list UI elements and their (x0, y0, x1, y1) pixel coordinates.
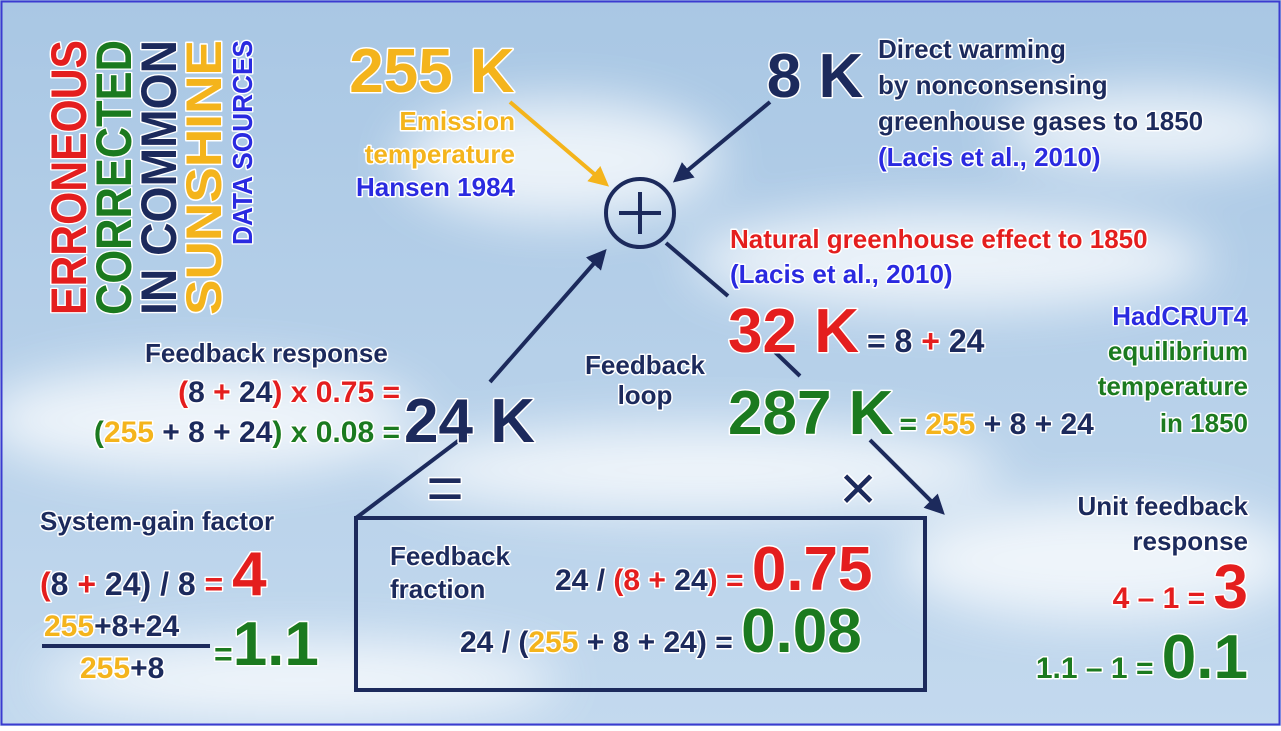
term: ) x 0.75 = (272, 376, 400, 409)
equals-symbol: = (426, 452, 463, 524)
equilibrium-label: in 1850 (1160, 408, 1248, 438)
term: + 8 + 24 (154, 416, 273, 449)
term: ( (40, 566, 51, 602)
term: 24 (949, 323, 985, 359)
term: ) (708, 564, 718, 597)
response-line: (255 + 8 + 24) x 0.08 = (94, 416, 400, 449)
legend-item: DATA SOURCES (227, 40, 258, 245)
direct-source: (Lacis et al., 2010) (878, 142, 1101, 172)
term: 4 – 1 = (1113, 582, 1214, 615)
term: + (912, 323, 948, 359)
loop-label: Feedback (585, 350, 705, 380)
gain-denominator: 255+8 (80, 652, 164, 685)
response-line: (8 + 24) x 0.75 = (178, 376, 400, 409)
term: 255 (44, 610, 94, 643)
legend: ERRONEOUS CORRECTED IN COMMON SUNSHINE D… (41, 40, 258, 315)
equilibrium-value: 287 K (728, 379, 894, 448)
natural-value: 32 K (728, 297, 859, 366)
natural-label: Natural greenhouse effect to 1850 (730, 224, 1148, 254)
emission-source: Hansen 1984 (356, 172, 516, 202)
direct-label: by nonconsensing (878, 70, 1108, 100)
term: +8 (130, 652, 164, 685)
term: + 8 + 24) = (578, 626, 741, 659)
term: = (214, 636, 233, 672)
legend-item: SUNSHINE (176, 40, 232, 315)
response-title: Feedback response (145, 338, 388, 368)
equilibrium-label: temperature (1098, 371, 1248, 401)
term: = (196, 566, 232, 602)
term: (8 (613, 564, 640, 597)
unit-title: Unit feedback (1078, 491, 1249, 521)
gain-value: 4 (232, 540, 267, 609)
term: + (640, 564, 674, 597)
term: 1.1 – 1 = (1036, 652, 1162, 685)
term: ( (94, 416, 104, 449)
emission-value: 255 K (349, 37, 515, 106)
term: ) x 0.08 = (272, 416, 400, 449)
term: + (205, 376, 239, 409)
diagram: ERRONEOUS CORRECTED IN COMMON SUNSHINE D… (0, 0, 1281, 726)
natural-source: (Lacis et al., 2010) (730, 259, 953, 289)
term: + 8 + 24 (975, 408, 1094, 441)
unit-value: 3 (1214, 553, 1248, 622)
gain-numerator: 255+8+24 (44, 610, 179, 643)
term: 255 (528, 626, 578, 659)
term: 24 / ( (460, 626, 528, 659)
equilibrium-label: equilibrium (1108, 336, 1248, 366)
fraction-title: fraction (390, 574, 485, 604)
emission-label: Emission (399, 106, 515, 136)
term: = (899, 408, 925, 441)
term: +8+24 (94, 610, 179, 643)
term: 24 (239, 376, 273, 409)
term: = 8 (867, 323, 912, 359)
emission-label: temperature (365, 139, 515, 169)
term: 24 (674, 564, 708, 597)
unit-value: 0.1 (1162, 623, 1248, 692)
direct-label: Direct warming (878, 34, 1066, 64)
term: = (718, 564, 752, 597)
unit-title: response (1132, 526, 1248, 556)
term: 24 / (555, 564, 613, 597)
term: 255 (80, 652, 130, 685)
term: ( (178, 376, 188, 409)
response-value: 24 K (404, 387, 535, 456)
term: + (68, 566, 104, 602)
gain-title: System-gain factor (40, 506, 274, 536)
direct-value: 8 K (767, 42, 864, 111)
gain-result-value: 1.1 (233, 610, 319, 679)
fraction-title: Feedback (390, 541, 510, 571)
times-symbol: × (839, 452, 876, 524)
fraction-value: 0.75 (752, 535, 873, 604)
term: 255 (925, 408, 975, 441)
direct-label: greenhouse gases to 1850 (878, 106, 1203, 136)
fraction-value: 0.08 (741, 597, 862, 666)
term: 8 (188, 376, 205, 409)
term: 8 (51, 566, 69, 602)
equilibrium-label: HadCRUT4 (1112, 301, 1248, 331)
term: 24) / 8 (105, 566, 196, 602)
term: 255 (104, 416, 154, 449)
loop-label: loop (618, 380, 673, 410)
